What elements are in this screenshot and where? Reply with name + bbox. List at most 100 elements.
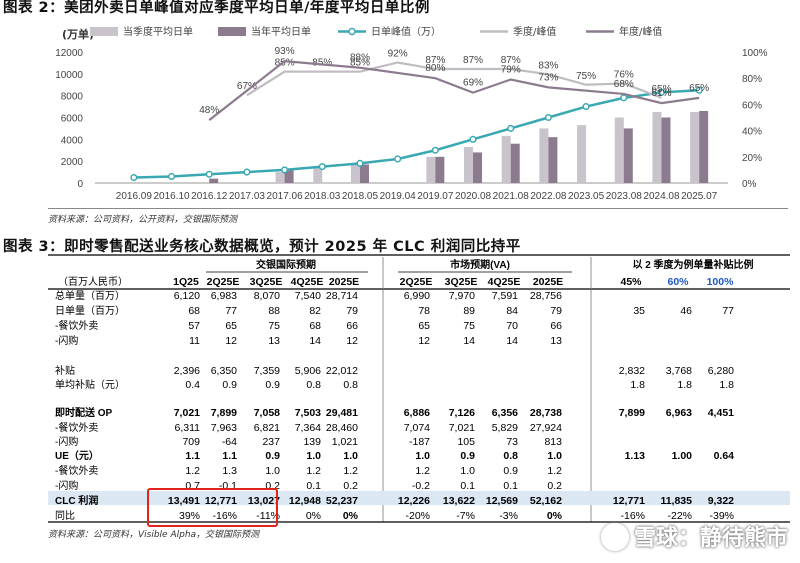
- x-tick-label: 2018.03: [304, 191, 341, 200]
- y-right-tick-label: 100%: [742, 48, 768, 59]
- table-cell: 0.1: [503, 480, 518, 492]
- table-cell: 6,990: [404, 290, 430, 302]
- column-header: 2025E: [533, 276, 563, 288]
- row-label: CLC 利润: [55, 494, 98, 507]
- row-label: 单均补贴（元）: [55, 378, 125, 391]
- bar-quarter-avg: [539, 128, 549, 183]
- y-left-tick-label: 6000: [61, 114, 84, 125]
- peak-point: [243, 168, 251, 176]
- row-label: 即时配送 OP: [55, 406, 113, 419]
- x-tick-label: 2016.09: [116, 191, 153, 200]
- legend-label: 日单峰值（万）: [371, 25, 441, 38]
- table-cell: 82: [309, 305, 321, 317]
- table-cell: 39%: [179, 510, 200, 522]
- ratio-data-label: 83%: [538, 60, 558, 71]
- bar-quarter-avg: [577, 125, 587, 183]
- table-cell: -3%: [499, 510, 518, 522]
- ratio-data-label: 88%: [350, 53, 370, 64]
- peak-point: [695, 86, 703, 94]
- table-cell: 1.2: [547, 465, 562, 477]
- table-cell: 1.0: [547, 450, 562, 462]
- figure-2-source: 资料来源：公司资料，公开资料，交银国际预测: [48, 215, 238, 225]
- ratio-data-label: 85%: [312, 58, 332, 69]
- legend-swatch: [90, 27, 118, 36]
- bar-quarter-avg: [501, 136, 511, 183]
- x-tick-label: 2020.08: [455, 191, 492, 200]
- peak-point: [356, 159, 364, 167]
- table-cell: 6,311: [175, 422, 201, 434]
- row-label: 同比: [55, 510, 75, 522]
- table-cell: 1.13: [625, 450, 646, 462]
- table-cell: 1.0: [306, 450, 321, 462]
- ratio-data-label: 67%: [237, 81, 257, 92]
- x-tick-label: 2019.07: [417, 191, 454, 200]
- table-cell: -11%: [256, 510, 280, 522]
- y-right-tick-label: 20%: [742, 153, 762, 164]
- row-label: -闪购: [55, 334, 78, 347]
- table-cell: 7,364: [295, 422, 321, 434]
- figure-3-title: 图表 3：即时零售配送业务核心数据概览，预计 2025 年 CLC 利润同比持平: [3, 239, 521, 255]
- table-cell: 65: [225, 320, 237, 332]
- table-cell: 7,503: [295, 407, 321, 419]
- bar-quarter-avg: [614, 117, 624, 183]
- peak-point: [469, 135, 477, 143]
- table-cell: 29,481: [326, 407, 358, 419]
- table-cell: 28,714: [326, 290, 358, 302]
- table-cell: 1.2: [306, 465, 321, 477]
- unit-label: （百万人民币）: [58, 276, 128, 288]
- table-cell: 13: [268, 335, 280, 347]
- table-cell: 22,012: [326, 365, 358, 377]
- bar-year-avg: [209, 178, 219, 183]
- legend-marker: [348, 27, 356, 36]
- x-tick-label: 2016.10: [153, 191, 190, 200]
- table-cell: 1.0: [415, 450, 430, 462]
- table-cell: 12,771: [613, 495, 645, 507]
- table-cell: 1.1: [222, 450, 237, 462]
- y-right-tick-label: 60%: [742, 100, 762, 111]
- bar-year-avg: [284, 169, 294, 183]
- table-cell: 52,162: [530, 495, 562, 507]
- table-cell: 1.2: [415, 465, 430, 477]
- table-cell: 1.2: [185, 465, 200, 477]
- snowball-logo-icon: [600, 523, 629, 551]
- table-cell: 4,451: [708, 407, 734, 419]
- table-cell: 79: [346, 305, 358, 317]
- table-cell: 709: [182, 436, 200, 448]
- table-cell: 1.2: [343, 465, 358, 477]
- bar-year-avg: [548, 137, 558, 183]
- table-cell: 0.9: [460, 450, 475, 462]
- ratio-data-label: 87%: [501, 55, 521, 66]
- peak-line: [133, 88, 700, 179]
- table-cell: 6,356: [492, 407, 518, 419]
- table-cell: 75: [268, 320, 280, 332]
- x-tick-label: 2017.03: [229, 191, 266, 200]
- peak-point: [394, 155, 402, 163]
- table-cell: 0.2: [343, 480, 358, 492]
- table-cell: 0%: [547, 510, 563, 522]
- table-cell: -0.2: [412, 480, 430, 492]
- table-cell: 139: [303, 436, 321, 448]
- column-header: 4Q25E: [488, 276, 521, 288]
- x-tick-label: 2023.08: [606, 191, 643, 200]
- legend-label: 年度/峰值: [619, 25, 662, 38]
- table-cell: 1.1: [185, 450, 200, 462]
- ratio-data-label: 61%: [651, 88, 671, 99]
- table-cell: 77: [722, 305, 734, 317]
- table-cell: 7,963: [211, 422, 237, 434]
- table-cell: 12,771: [205, 495, 237, 507]
- column-header: 3Q25E: [250, 276, 283, 288]
- table-cell: 77: [225, 305, 237, 317]
- column-header: 100%: [707, 276, 735, 288]
- table-cell: 12,226: [398, 495, 430, 507]
- bar-year-avg: [473, 152, 483, 183]
- table-cell: 7,359: [254, 365, 280, 377]
- table-cell: 1.0: [343, 450, 358, 462]
- table-cell: 66: [550, 320, 562, 332]
- group-header-market: 市场预期(VA): [450, 258, 510, 271]
- column-header: 2Q25E: [207, 276, 240, 288]
- table-cell: 1.3: [222, 465, 237, 477]
- table-cell: 13,622: [443, 495, 475, 507]
- table-cell: -0.1: [219, 480, 237, 492]
- column-header: 3Q25E: [445, 276, 478, 288]
- group-header-sensitivity: 以 2 季度为例单量补贴比例: [632, 258, 753, 271]
